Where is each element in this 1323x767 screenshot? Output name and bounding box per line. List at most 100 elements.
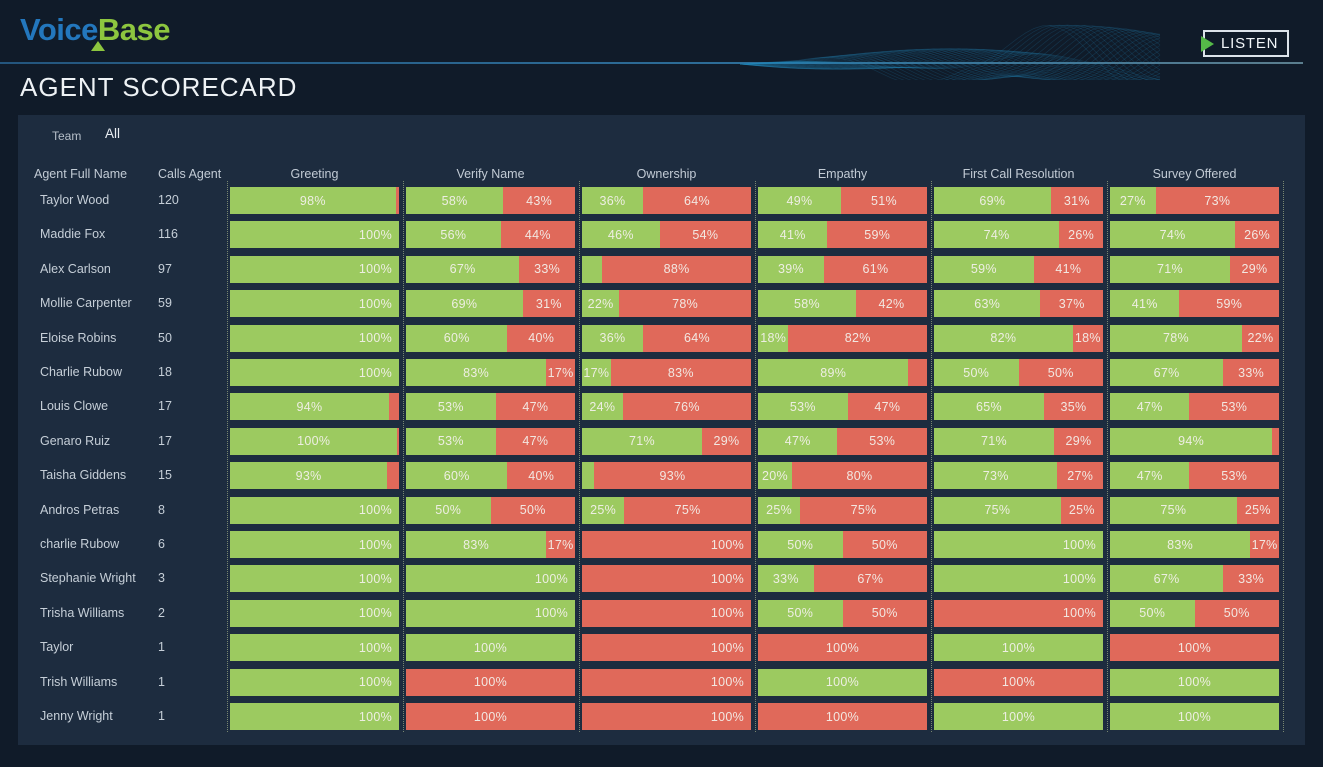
no-bar-segment[interactable] bbox=[387, 462, 399, 490]
no-bar-segment[interactable]: 51% bbox=[840, 187, 927, 214]
yes-bar-segment[interactable]: 25% bbox=[758, 496, 801, 524]
no-bar-segment[interactable]: 80% bbox=[791, 462, 927, 490]
yes-bar-segment[interactable]: 100% bbox=[230, 634, 399, 662]
no-bar-segment[interactable]: 33% bbox=[1223, 359, 1279, 386]
yes-bar-segment[interactable]: 71% bbox=[1110, 255, 1230, 283]
no-bar-segment[interactable]: 35% bbox=[1043, 393, 1103, 421]
yes-bar-segment[interactable]: 100% bbox=[230, 324, 399, 352]
yes-bar-segment[interactable]: 73% bbox=[934, 462, 1058, 490]
no-bar-segment[interactable]: 88% bbox=[602, 255, 751, 283]
yes-bar-segment[interactable]: 58% bbox=[406, 187, 504, 214]
yes-bar-segment[interactable]: 50% bbox=[1110, 599, 1195, 627]
yes-bar-segment[interactable]: 100% bbox=[406, 565, 575, 593]
no-bar-segment[interactable]: 22% bbox=[1241, 324, 1279, 352]
no-bar-segment[interactable]: 100% bbox=[582, 634, 751, 662]
no-bar-segment[interactable]: 17% bbox=[546, 531, 575, 558]
no-bar-segment[interactable]: 61% bbox=[823, 255, 927, 283]
no-bar-segment[interactable]: 47% bbox=[495, 427, 575, 455]
no-bar-segment[interactable]: 100% bbox=[406, 668, 575, 696]
yes-bar-segment[interactable]: 100% bbox=[230, 221, 399, 249]
yes-bar-segment[interactable]: 93% bbox=[230, 462, 388, 490]
no-bar-segment[interactable]: 33% bbox=[1223, 565, 1279, 593]
no-bar-segment[interactable]: 100% bbox=[582, 565, 751, 593]
no-bar-segment[interactable]: 75% bbox=[624, 496, 751, 524]
yes-bar-segment[interactable]: 41% bbox=[758, 221, 828, 249]
no-bar-segment[interactable]: 54% bbox=[659, 221, 751, 249]
yes-bar-segment[interactable]: 47% bbox=[1110, 393, 1190, 421]
yes-bar-segment[interactable] bbox=[582, 462, 594, 490]
yes-bar-segment[interactable]: 100% bbox=[934, 703, 1103, 730]
no-bar-segment[interactable]: 100% bbox=[934, 668, 1103, 696]
yes-bar-segment[interactable]: 100% bbox=[230, 496, 399, 524]
yes-bar-segment[interactable]: 58% bbox=[758, 290, 857, 318]
no-bar-segment[interactable]: 100% bbox=[934, 599, 1103, 627]
yes-bar-segment[interactable]: 24% bbox=[582, 393, 623, 421]
yes-bar-segment[interactable]: 53% bbox=[758, 393, 848, 421]
yes-bar-segment[interactable]: 100% bbox=[934, 634, 1103, 662]
no-bar-segment[interactable]: 100% bbox=[582, 599, 751, 627]
yes-bar-segment[interactable]: 69% bbox=[406, 290, 523, 318]
no-bar-segment[interactable] bbox=[1272, 427, 1279, 455]
no-bar-segment[interactable]: 47% bbox=[495, 393, 575, 421]
no-bar-segment[interactable]: 82% bbox=[788, 324, 927, 352]
team-filter-value[interactable]: All bbox=[105, 126, 121, 141]
yes-bar-segment[interactable]: 89% bbox=[758, 359, 909, 386]
yes-bar-segment[interactable]: 46% bbox=[582, 221, 660, 249]
yes-bar-segment[interactable]: 60% bbox=[406, 462, 508, 490]
yes-bar-segment[interactable]: 100% bbox=[230, 427, 398, 455]
yes-bar-segment[interactable]: 63% bbox=[934, 290, 1041, 318]
yes-bar-segment[interactable]: 22% bbox=[582, 290, 620, 318]
yes-bar-segment[interactable]: 100% bbox=[406, 634, 575, 662]
no-bar-segment[interactable]: 41% bbox=[1033, 255, 1103, 283]
no-bar-segment[interactable]: 83% bbox=[610, 359, 751, 386]
yes-bar-segment[interactable] bbox=[582, 255, 603, 283]
yes-bar-segment[interactable]: 41% bbox=[1110, 290, 1180, 318]
yes-bar-segment[interactable]: 50% bbox=[758, 599, 843, 627]
no-bar-segment[interactable]: 33% bbox=[519, 255, 575, 283]
no-bar-segment[interactable]: 17% bbox=[546, 359, 575, 386]
yes-bar-segment[interactable]: 18% bbox=[758, 324, 789, 352]
no-bar-segment[interactable]: 50% bbox=[1194, 599, 1279, 627]
no-bar-segment[interactable]: 75% bbox=[800, 496, 927, 524]
no-bar-segment[interactable]: 100% bbox=[582, 531, 751, 558]
no-bar-segment[interactable]: 26% bbox=[1059, 221, 1103, 249]
no-bar-segment[interactable]: 76% bbox=[622, 393, 751, 421]
no-bar-segment[interactable]: 47% bbox=[847, 393, 927, 421]
no-bar-segment[interactable] bbox=[395, 187, 399, 214]
yes-bar-segment[interactable]: 20% bbox=[758, 462, 792, 490]
no-bar-segment[interactable]: 100% bbox=[406, 703, 575, 730]
yes-bar-segment[interactable]: 94% bbox=[1110, 427, 1273, 455]
yes-bar-segment[interactable]: 100% bbox=[230, 531, 399, 558]
yes-bar-segment[interactable]: 100% bbox=[758, 668, 927, 696]
yes-bar-segment[interactable]: 82% bbox=[934, 324, 1073, 352]
no-bar-segment[interactable]: 44% bbox=[500, 221, 575, 249]
no-bar-segment[interactable]: 50% bbox=[1018, 359, 1103, 386]
yes-bar-segment[interactable]: 100% bbox=[230, 668, 399, 696]
no-bar-segment[interactable]: 59% bbox=[1179, 290, 1279, 318]
yes-bar-segment[interactable]: 71% bbox=[934, 427, 1054, 455]
yes-bar-segment[interactable]: 83% bbox=[1110, 531, 1251, 558]
no-bar-segment[interactable]: 40% bbox=[507, 324, 575, 352]
no-bar-segment[interactable]: 29% bbox=[1053, 427, 1103, 455]
yes-bar-segment[interactable]: 100% bbox=[1110, 703, 1279, 730]
no-bar-segment[interactable]: 50% bbox=[490, 496, 575, 524]
no-bar-segment[interactable]: 100% bbox=[582, 703, 751, 730]
no-bar-segment[interactable]: 26% bbox=[1235, 221, 1279, 249]
yes-bar-segment[interactable]: 47% bbox=[1110, 462, 1190, 490]
yes-bar-segment[interactable]: 53% bbox=[406, 393, 496, 421]
no-bar-segment[interactable]: 31% bbox=[522, 290, 575, 318]
no-bar-segment[interactable]: 27% bbox=[1057, 462, 1103, 490]
no-bar-segment[interactable]: 100% bbox=[758, 634, 927, 662]
no-bar-segment[interactable]: 53% bbox=[837, 427, 927, 455]
yes-bar-segment[interactable]: 47% bbox=[758, 427, 838, 455]
no-bar-segment[interactable]: 25% bbox=[1236, 496, 1279, 524]
yes-bar-segment[interactable]: 83% bbox=[406, 531, 547, 558]
yes-bar-segment[interactable]: 50% bbox=[758, 531, 843, 558]
no-bar-segment[interactable]: 53% bbox=[1189, 393, 1279, 421]
no-bar-segment[interactable]: 18% bbox=[1072, 324, 1103, 352]
yes-bar-segment[interactable]: 59% bbox=[934, 255, 1034, 283]
no-bar-segment[interactable]: 50% bbox=[842, 531, 927, 558]
yes-bar-segment[interactable]: 17% bbox=[582, 359, 611, 386]
yes-bar-segment[interactable]: 36% bbox=[582, 187, 643, 214]
no-bar-segment[interactable]: 53% bbox=[1189, 462, 1279, 490]
